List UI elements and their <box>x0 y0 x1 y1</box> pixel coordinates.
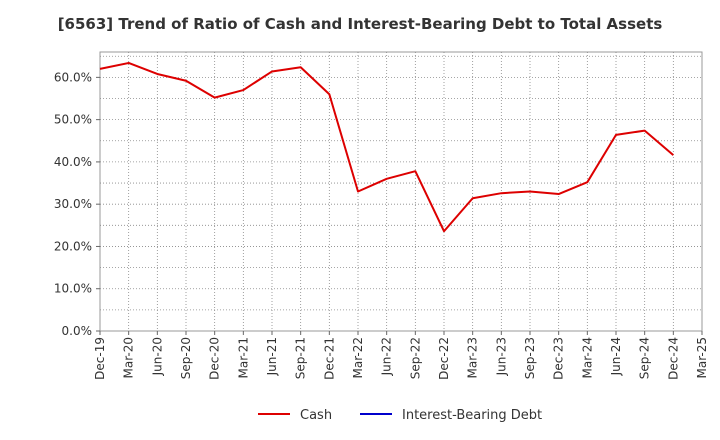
x-tick-label: Mar-20 <box>122 337 136 378</box>
x-tick-label: Sep-24 <box>638 337 652 379</box>
x-tick-label: Dec-20 <box>208 337 222 380</box>
y-tick-label: 50.0% <box>54 113 92 127</box>
y-tick-label: 0.0% <box>62 324 93 338</box>
x-tick-label: Mar-21 <box>236 337 250 378</box>
x-tick-label: Jun-20 <box>150 337 164 376</box>
x-tick-label: Dec-22 <box>437 337 451 380</box>
plot-area <box>99 51 703 332</box>
x-tick-label: Mar-25 <box>695 337 709 378</box>
x-tick-label: Sep-20 <box>179 337 193 379</box>
legend-item-interest-bearing-debt: Interest-Bearing Debt <box>360 408 542 423</box>
series-line-cash <box>99 61 674 233</box>
legend-item-cash: Cash <box>258 408 332 423</box>
legend-label-interest-bearing-debt: Interest-Bearing Debt <box>402 408 542 423</box>
x-tick-label: Sep-22 <box>408 337 422 379</box>
x-tick-label: Mar-23 <box>466 337 480 378</box>
y-axis-ticks: 0.0% 10.0% 20.0% 30.0% 40.0% 50.0% 60.0% <box>54 70 100 338</box>
y-tick-label: 60.0% <box>54 70 92 84</box>
y-tick-label: 30.0% <box>54 197 92 211</box>
x-tick-label: Dec-24 <box>666 337 680 380</box>
y-tick-label: 10.0% <box>54 282 92 296</box>
x-tick-label: Sep-23 <box>523 337 537 379</box>
x-tick-label: Dec-19 <box>93 337 107 380</box>
x-axis-ticks: Dec-19 Mar-20 Jun-20 Sep-20 Dec-20 Mar-21 Jun-… <box>93 331 709 380</box>
x-tick-label: Mar-22 <box>351 337 365 378</box>
series-layer <box>99 61 674 233</box>
x-tick-label: Dec-21 <box>322 337 336 380</box>
x-tick-label: Mar-24 <box>580 337 594 378</box>
grid <box>100 52 702 331</box>
x-tick-label: Dec-23 <box>552 337 566 380</box>
y-tick-label: 40.0% <box>54 155 92 169</box>
x-tick-label: Jun-22 <box>380 337 394 376</box>
chart-title: [6563] Trend of Ratio of Cash and Intere… <box>58 15 663 33</box>
x-tick-label: Sep-21 <box>294 337 308 379</box>
y-tick-label: 20.0% <box>54 239 92 253</box>
x-tick-label: Jun-24 <box>609 337 623 376</box>
legend-label-cash: Cash <box>300 408 332 423</box>
x-tick-label: Jun-23 <box>494 337 508 376</box>
x-tick-label: Jun-21 <box>265 337 279 376</box>
legend: Cash Interest-Bearing Debt <box>258 408 542 423</box>
